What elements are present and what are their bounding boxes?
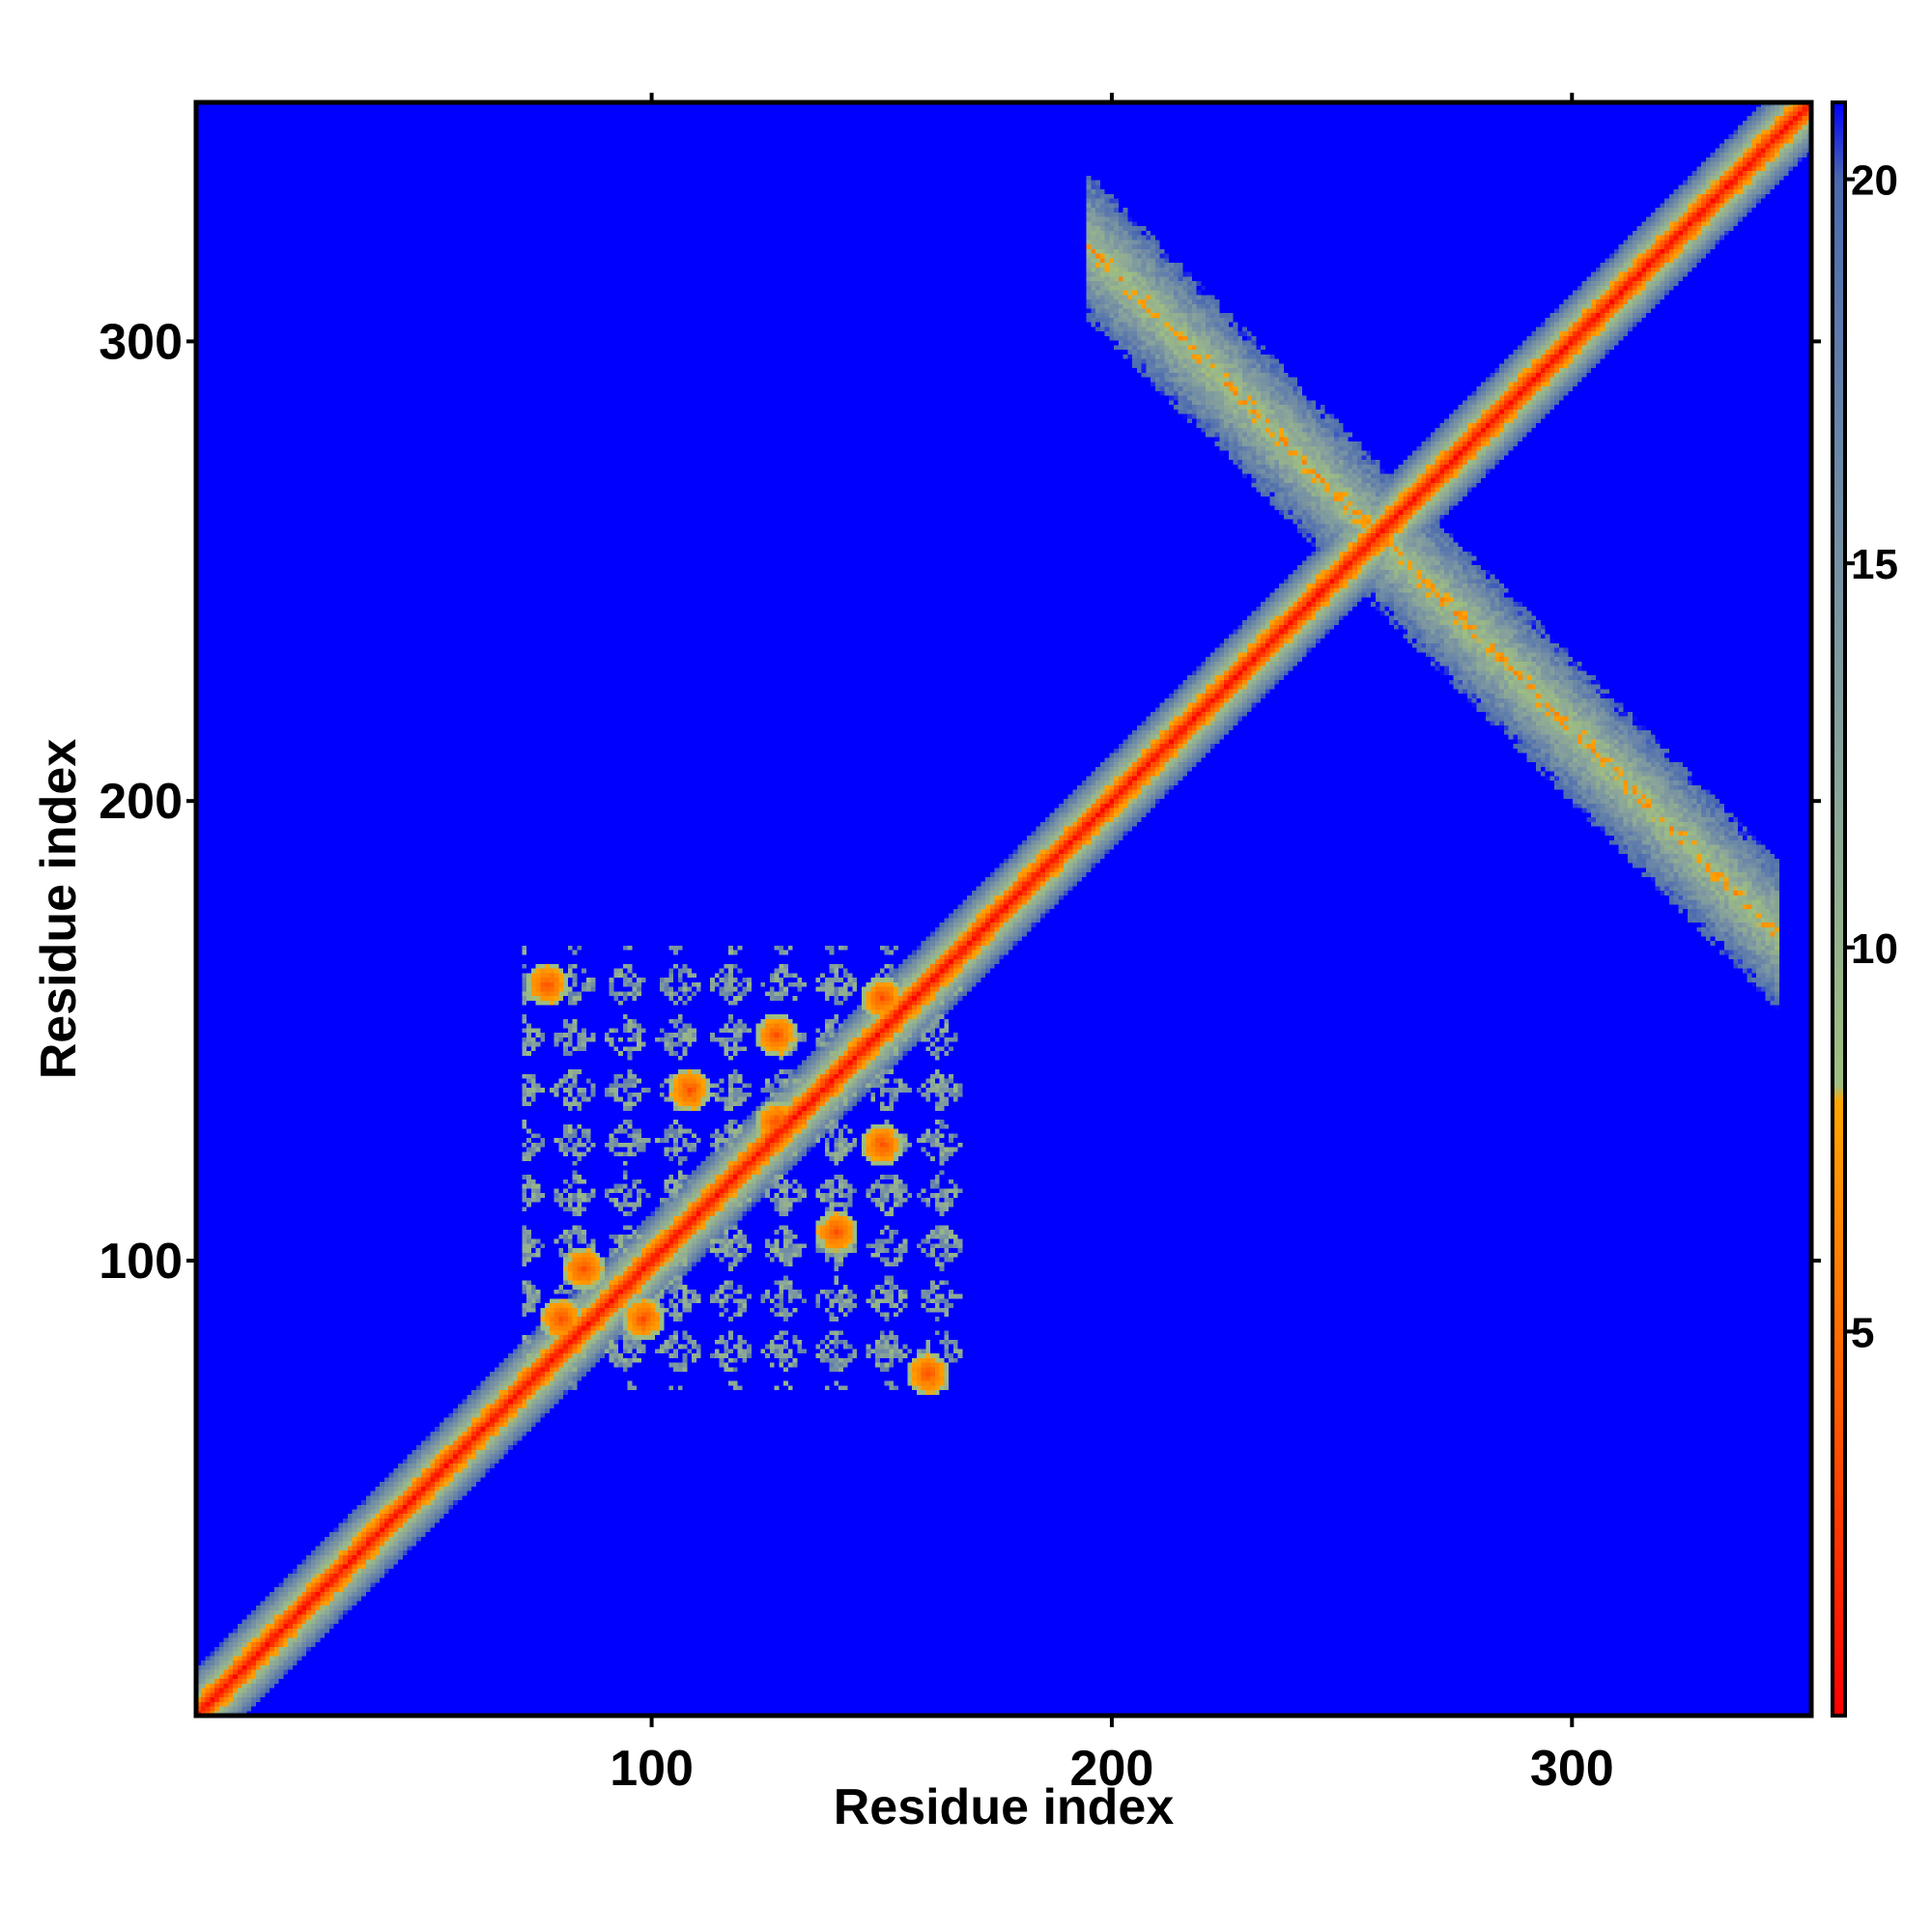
y-axis: 100 200 300 bbox=[99, 314, 196, 1290]
x-tick-label: 100 bbox=[610, 1741, 694, 1797]
colorbar-tick-label: 10 bbox=[1851, 925, 1898, 973]
colorbar-tick-label: 5 bbox=[1851, 1309, 1874, 1356]
colorbar-tick-label: 15 bbox=[1851, 541, 1898, 588]
plot-frame bbox=[193, 99, 1814, 1719]
x-axis-title: Residue index bbox=[834, 1779, 1175, 1835]
plot-area bbox=[196, 102, 1811, 1716]
y-tick-label: 300 bbox=[99, 314, 183, 370]
y-tick-label: 200 bbox=[99, 774, 183, 830]
colorbar-tick-label: 20 bbox=[1851, 157, 1898, 205]
y-tick-label: 100 bbox=[99, 1234, 183, 1290]
plot-border bbox=[193, 99, 1814, 1719]
x-tick-label: 200 bbox=[1070, 1741, 1154, 1797]
x-axis: 100 200 300 bbox=[610, 93, 1614, 1797]
colorbar: 5 10 15 20 bbox=[1811, 100, 1898, 1718]
colorbar-scale bbox=[1831, 100, 1847, 1718]
y-axis-title: Residue index bbox=[31, 739, 87, 1080]
x-tick-label: 300 bbox=[1530, 1741, 1614, 1797]
heatmap-cells bbox=[196, 102, 1811, 1716]
